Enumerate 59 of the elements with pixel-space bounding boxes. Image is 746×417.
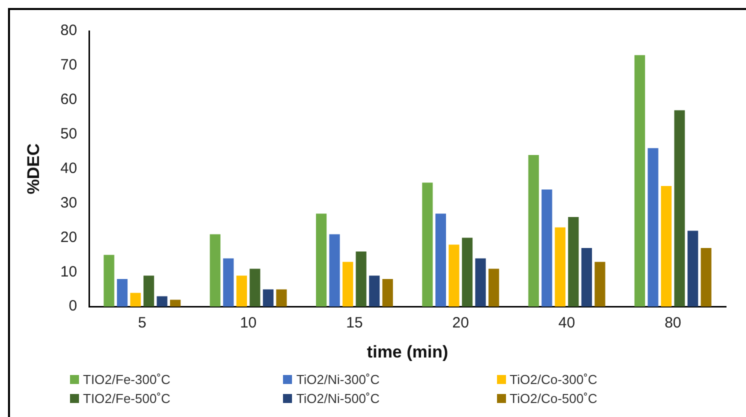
bar	[116, 279, 128, 307]
bar	[143, 276, 154, 307]
bar	[634, 55, 646, 307]
legend-label: TiO2/Co-500˚C	[508, 391, 598, 406]
bar	[342, 262, 354, 307]
bar	[700, 248, 712, 307]
bar	[236, 276, 247, 307]
bar	[462, 238, 473, 307]
y-axis-title: %DEC	[24, 143, 43, 194]
bar	[660, 186, 672, 307]
x-tick-label: 10	[240, 314, 257, 332]
x-tick-label: 15	[346, 314, 363, 332]
x-tick-label: 40	[558, 314, 576, 332]
bar	[329, 234, 340, 307]
legend-label: TiO2/Co-300˚C	[508, 372, 598, 387]
x-tick-label: 20	[452, 314, 469, 332]
legend-label: TIO2/Fe-500˚C	[82, 391, 172, 406]
bar	[448, 244, 460, 307]
x-axis-title: time (min)	[366, 342, 448, 362]
y-tick-label: 0	[68, 298, 78, 315]
y-tick-label: 40	[60, 160, 78, 177]
x-tick-label: 5	[138, 314, 146, 332]
x-tick-label: 80	[664, 314, 682, 332]
bar	[356, 251, 366, 307]
bar	[210, 234, 220, 307]
y-tick-label: 30	[60, 194, 78, 212]
y-tick-label: 80	[60, 22, 78, 40]
bar	[262, 289, 274, 307]
bar	[382, 279, 393, 307]
legend-label: TIO2/Fe-300˚C	[82, 372, 172, 387]
bar	[542, 189, 552, 307]
y-tick-label: 70	[60, 56, 78, 74]
bar	[104, 254, 114, 307]
bar	[130, 292, 141, 307]
bar	[422, 182, 433, 307]
bar	[568, 217, 579, 307]
bar	[369, 276, 380, 307]
bar	[488, 268, 500, 307]
legend-label: TiO2/Ni-300˚C	[295, 372, 381, 387]
y-tick-label: 50	[60, 125, 78, 142]
bar	[276, 289, 287, 307]
legend-label: TiO2/Ni-500˚C	[295, 391, 381, 406]
bar	[170, 300, 181, 307]
bar	[554, 227, 566, 307]
bar	[581, 248, 592, 307]
bar	[688, 230, 698, 307]
bar	[528, 155, 539, 307]
bar	[223, 258, 234, 307]
y-tick-label: 20	[60, 228, 78, 246]
bar	[316, 214, 327, 307]
bar	[250, 268, 260, 307]
bar	[475, 258, 486, 307]
bar	[435, 214, 446, 307]
bar	[674, 110, 685, 307]
y-tick-label: 60	[60, 91, 78, 108]
bar	[648, 148, 658, 307]
bar	[156, 296, 168, 307]
bar	[594, 262, 606, 307]
y-tick-label: 10	[60, 263, 78, 280]
